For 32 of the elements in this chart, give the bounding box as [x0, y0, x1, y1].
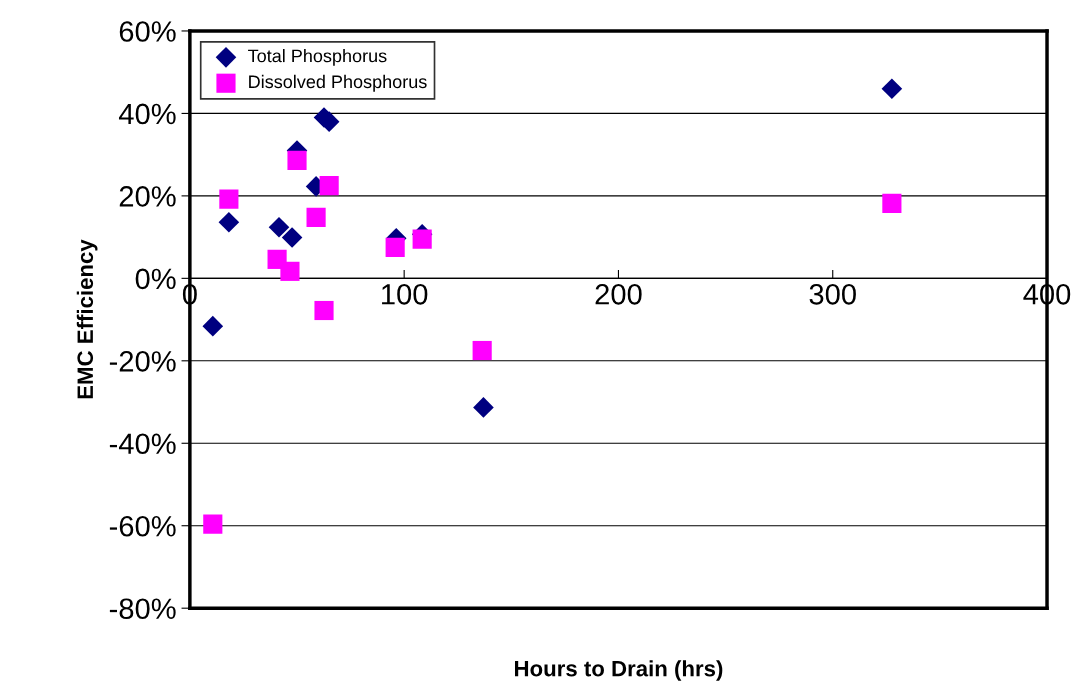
point — [280, 261, 300, 281]
point — [319, 176, 339, 196]
x-tick-label: 200 — [595, 283, 642, 305]
point — [287, 150, 307, 170]
y-tick-label: 60% — [119, 21, 176, 42]
x-tick-label: 300 — [809, 283, 856, 305]
y-tick-label: -80% — [109, 598, 176, 620]
x-axis-title: Hours to Drain (hrs) — [515, 660, 723, 681]
point — [881, 78, 903, 99]
point — [202, 315, 224, 337]
point — [412, 229, 432, 249]
y-tick-label: -60% — [109, 515, 176, 537]
point — [219, 189, 239, 209]
point — [385, 237, 405, 257]
point — [472, 340, 492, 361]
y-axis-title: EMC Efficiency — [76, 239, 98, 399]
y-tick-label: 20% — [119, 186, 176, 207]
y-tick-label: 0% — [135, 268, 176, 290]
point — [314, 300, 334, 321]
legend-label: Total Phosphorus — [248, 49, 387, 66]
y-tick-label: -40% — [109, 433, 176, 455]
point — [281, 227, 303, 248]
point — [218, 211, 240, 233]
y-tick-label: 40% — [118, 103, 176, 125]
y-tick-label: -20% — [109, 351, 176, 372]
legend-label: Dissolved Phosphorus — [249, 74, 427, 92]
point — [268, 216, 290, 238]
point — [473, 397, 494, 418]
point — [882, 193, 902, 213]
point — [306, 207, 326, 227]
x-tick-label: 100 — [382, 283, 428, 305]
point — [203, 514, 223, 534]
